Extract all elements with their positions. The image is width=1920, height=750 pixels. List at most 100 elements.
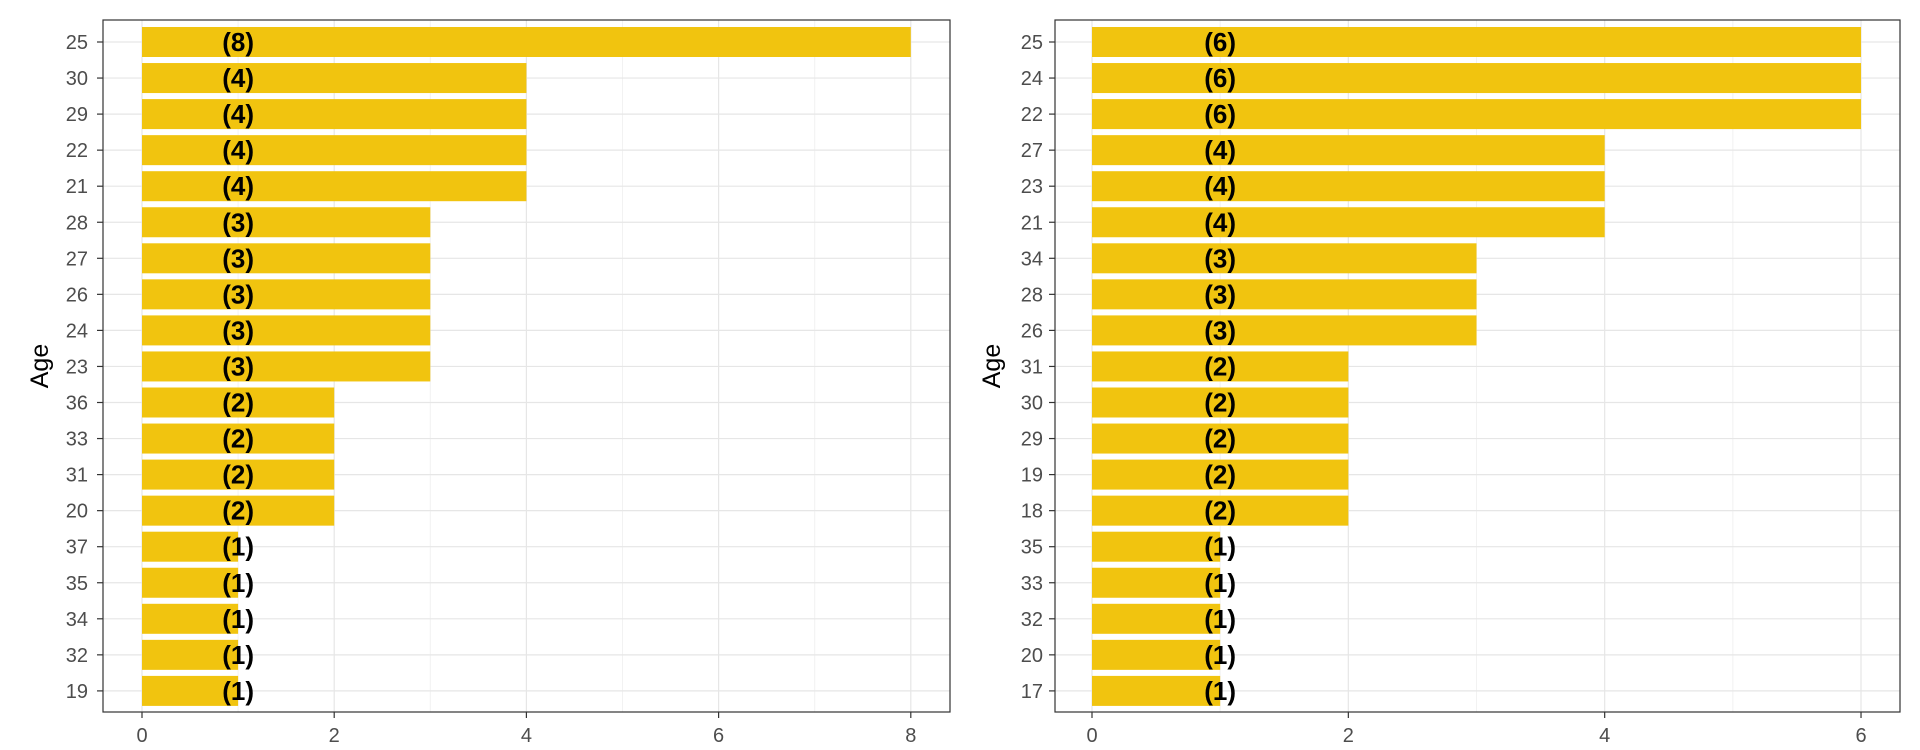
y-tick-label: 23: [1021, 176, 1043, 198]
data-label: (4): [222, 171, 254, 201]
bar: [1092, 207, 1605, 238]
bar: [142, 459, 335, 490]
bar: [1092, 675, 1221, 706]
y-tick-label: 29: [1021, 429, 1043, 451]
y-tick-label: 26: [1021, 320, 1043, 342]
y-tick-label: 17: [1021, 681, 1043, 703]
bar: [1092, 171, 1605, 202]
y-tick-label: 32: [1021, 609, 1043, 631]
data-label: (2): [1204, 388, 1236, 418]
bar: [142, 207, 431, 238]
bar: [1092, 423, 1349, 454]
y-tick-label: 28: [66, 212, 88, 234]
bar: [1092, 459, 1349, 490]
data-label: (2): [222, 460, 254, 490]
data-label: (2): [1204, 496, 1236, 526]
data-label: (3): [222, 243, 254, 273]
data-label: (3): [222, 279, 254, 309]
bar: [1092, 279, 1477, 310]
bar: [1092, 387, 1349, 418]
data-label: (2): [1204, 460, 1236, 490]
bar: [1092, 495, 1349, 526]
data-label: (4): [1204, 135, 1236, 165]
data-label: (2): [222, 388, 254, 418]
bar: [142, 423, 335, 454]
y-tick-label: 25: [66, 32, 88, 54]
bar: [142, 27, 911, 57]
bar: [1092, 639, 1221, 670]
data-label: (2): [222, 496, 254, 526]
bar: [142, 63, 527, 94]
bar: [142, 243, 431, 274]
bar: [1092, 243, 1477, 274]
y-tick-label: 36: [66, 393, 88, 415]
bar: [1092, 567, 1221, 598]
bar: [1092, 135, 1605, 166]
data-label: (6): [1204, 99, 1236, 129]
y-tick-label: 27: [1021, 140, 1043, 162]
bar: [142, 351, 431, 382]
data-label: (3): [1204, 315, 1236, 345]
x-tick-label: 4: [521, 725, 532, 747]
bar: [1092, 27, 1862, 57]
data-label: (8): [222, 27, 254, 57]
data-label: (3): [1204, 279, 1236, 309]
x-tick-label: 2: [329, 725, 340, 747]
data-label: (4): [222, 135, 254, 165]
bar: [1092, 531, 1221, 562]
y-tick-label: 34: [66, 609, 88, 631]
y-tick-label: 26: [66, 284, 88, 306]
bar: [142, 639, 239, 670]
bar: [142, 99, 527, 130]
x-tick-label: 0: [1086, 725, 1097, 747]
x-tick-label: 6: [1855, 725, 1866, 747]
y-tick-label: 33: [1021, 573, 1043, 595]
bar: [1092, 315, 1477, 346]
x-tick-label: 2: [1343, 725, 1354, 747]
chart-panel-1: (8) (4) (4) (4) (4) (3) (3) (3) (3) (3) (2) (2) (2) (…: [26, 19, 951, 747]
data-label: (3): [1204, 243, 1236, 273]
data-label: (1): [1204, 604, 1236, 634]
bar: [142, 531, 239, 562]
y-tick-label: 32: [66, 645, 88, 667]
bar: [142, 603, 239, 634]
x-tick-label: 8: [905, 725, 916, 747]
y-tick-label: 29: [66, 104, 88, 126]
data-label: (1): [222, 676, 254, 706]
y-tick-label: 22: [66, 140, 88, 162]
y-tick-label: 24: [66, 320, 88, 342]
y-tick-label: 34: [1021, 248, 1043, 270]
data-label: (1): [1204, 532, 1236, 562]
data-label: (4): [1204, 207, 1236, 237]
y-tick-label: 18: [1021, 501, 1043, 523]
data-label: (2): [1204, 351, 1236, 381]
data-label: (3): [222, 351, 254, 381]
y-tick-label: 30: [66, 68, 88, 90]
data-label: (6): [1204, 63, 1236, 93]
y-tick-label: 24: [1021, 68, 1043, 90]
bar: [1092, 603, 1221, 634]
y-tick-label: 25: [1021, 32, 1043, 54]
chart-panel-2: (6) (6) (6) (4) (4) (4) (3) (3) (3) (2) (2) (2) (2) (…: [978, 19, 1901, 747]
data-label: (1): [222, 640, 254, 670]
bar: [142, 387, 335, 418]
data-label: (6): [1204, 27, 1236, 57]
data-label: (3): [222, 207, 254, 237]
y-tick-label: 27: [66, 248, 88, 270]
bar: [142, 567, 239, 598]
y-tick-label: 19: [66, 681, 88, 703]
data-label: (1): [222, 568, 254, 598]
y-axis-title: Age: [978, 344, 1006, 388]
y-tick-label: 23: [66, 356, 88, 378]
data-label: (2): [1204, 424, 1236, 454]
bar: [142, 495, 335, 526]
y-tick-label: 35: [66, 573, 88, 595]
y-tick-label: 33: [66, 429, 88, 451]
bar: [142, 135, 527, 166]
data-label: (3): [222, 315, 254, 345]
bar: [1092, 63, 1862, 94]
y-tick-label: 31: [1021, 356, 1043, 378]
y-tick-label: 21: [66, 176, 88, 198]
